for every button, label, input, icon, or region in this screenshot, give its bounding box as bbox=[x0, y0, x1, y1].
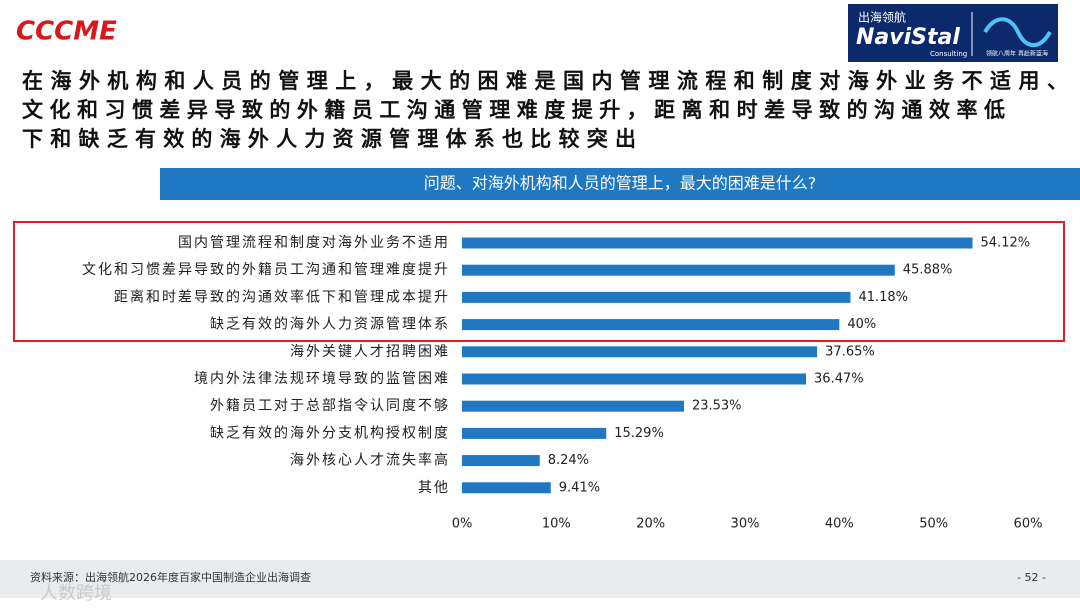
logo-text: CCCME bbox=[16, 17, 117, 47]
category-label: 其他 bbox=[418, 480, 450, 496]
bar bbox=[462, 237, 973, 249]
highlight-box bbox=[13, 221, 1065, 342]
logo-sub: Consulting bbox=[930, 50, 967, 58]
bar bbox=[462, 264, 895, 276]
bar bbox=[462, 427, 607, 439]
logo-brand: NaviStal bbox=[856, 25, 960, 50]
value-label: 37.65% bbox=[825, 344, 875, 359]
chart-title: 问题、对海外机构和人员的管理上，最大的困难是什么? bbox=[424, 174, 817, 193]
category-label: 缺乏有效的海外人力资源管理体系 bbox=[210, 317, 450, 333]
x-tick-label: 50% bbox=[919, 517, 948, 532]
page-number: - 52 - bbox=[1017, 571, 1046, 584]
category-label: 境内外法律法规环境导致的监管困难 bbox=[194, 371, 450, 387]
bar bbox=[462, 291, 851, 303]
value-label: 15.29% bbox=[614, 426, 664, 441]
x-tick-label: 0% bbox=[452, 517, 473, 532]
category-label: 海外关键人才招聘困难 bbox=[290, 344, 450, 360]
bar bbox=[462, 319, 840, 331]
bar bbox=[462, 373, 807, 385]
value-label: 9.41% bbox=[559, 480, 600, 495]
x-tick-label: 60% bbox=[1014, 517, 1043, 532]
question-banner bbox=[160, 168, 1080, 200]
bar bbox=[462, 346, 818, 358]
value-label: 45.88% bbox=[903, 263, 953, 278]
logo-cn: 出海领航 bbox=[858, 10, 906, 25]
logo-box bbox=[848, 4, 1058, 62]
x-tick-label: 30% bbox=[731, 517, 760, 532]
x-tick-label: 20% bbox=[636, 517, 665, 532]
value-label: 41.18% bbox=[858, 290, 908, 305]
source-note: 资料来源：出海领航2026年度百家中国制造企业出海调查 bbox=[30, 570, 311, 584]
category-label: 国内管理流程和制度对海外业务不适用 bbox=[178, 235, 450, 251]
bar bbox=[462, 400, 684, 412]
x-tick-label: 40% bbox=[825, 517, 854, 532]
x-tick-label: 10% bbox=[542, 517, 571, 532]
logo-slogan: 领航八周年 再赴新蓝海 bbox=[986, 50, 1048, 58]
bar bbox=[462, 482, 551, 494]
category-label: 海外核心人才流失率高 bbox=[290, 452, 450, 469]
value-label: 40% bbox=[847, 317, 876, 332]
category-label: 外籍员工对于总部指令认同度不够 bbox=[210, 397, 450, 414]
value-label: 8.24% bbox=[548, 453, 589, 468]
category-label: 缺乏有效的海外分支机构授权制度 bbox=[210, 425, 450, 441]
headline-line: 在海外机构和人员的管理上，最大的困难是国内管理流程和制度对海外业务不适用、 bbox=[22, 69, 1068, 93]
logo-wave bbox=[983, 17, 1052, 48]
value-label: 23.53% bbox=[692, 399, 742, 414]
watermark: 人数跨境 bbox=[40, 583, 112, 604]
category-label: 文化和习惯差异导致的外籍员工沟通和管理难度提升 bbox=[82, 261, 450, 278]
footer-band bbox=[0, 560, 1080, 598]
category-label: 距离和时差导致的沟通效率低下和管理成本提升 bbox=[114, 288, 450, 305]
value-label: 54.12% bbox=[981, 236, 1031, 251]
value-label: 36.47% bbox=[814, 372, 864, 387]
bar bbox=[462, 455, 540, 467]
